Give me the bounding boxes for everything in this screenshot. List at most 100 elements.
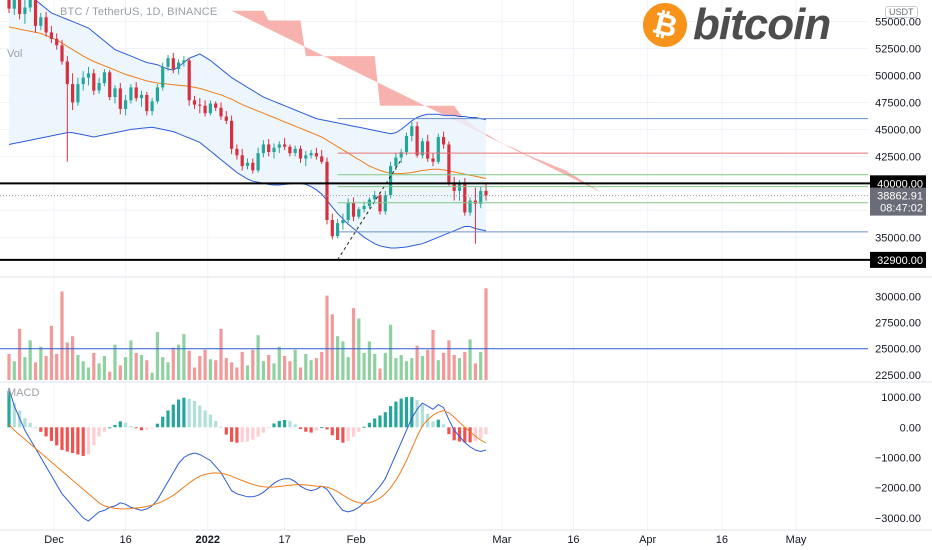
candle-body (283, 144, 287, 147)
candle-body (479, 190, 483, 204)
macd-histogram-bar (272, 423, 276, 428)
macd-histogram-bar (81, 427, 85, 456)
volume-bar (267, 355, 271, 380)
candle-body (325, 161, 329, 220)
macd-histogram-bar (367, 422, 371, 428)
bollinger-band-fill (9, 0, 486, 248)
macd-histogram-bar (298, 427, 303, 429)
candle-body (171, 58, 175, 69)
candle-body (357, 209, 361, 217)
volume-bar (383, 352, 387, 380)
volume-bar (442, 352, 446, 380)
bitcoin-coin-icon: ₿ (638, 0, 692, 52)
volume-bar (325, 295, 329, 380)
volume-bar (81, 361, 85, 380)
candle-body (245, 162, 250, 166)
macd-histogram-bar (288, 420, 292, 428)
candle-body (182, 60, 186, 63)
volume-bar (314, 358, 318, 380)
candle-body (362, 206, 366, 210)
symbol-title: BTC / TetherUS, 1D, BINANCE (60, 6, 218, 18)
volume-bar (373, 353, 377, 380)
candle-body (240, 155, 244, 167)
candle-body (484, 190, 488, 196)
candle-body (399, 152, 403, 158)
price-tick-label: 47500.00 (875, 97, 921, 109)
macd-histogram-bar (357, 427, 361, 432)
macd-histogram-bar (394, 401, 398, 428)
candle-body (33, 0, 38, 26)
volume-bar (240, 351, 244, 380)
volume-bar (166, 362, 170, 380)
candle-body (214, 103, 218, 108)
candle-body (389, 166, 393, 196)
macd-histogram-bar (155, 423, 159, 428)
macd-histogram-bar (245, 427, 250, 442)
macd-histogram-bar (86, 427, 91, 455)
candle-body (394, 157, 398, 167)
volume-bar (436, 360, 440, 380)
candle-body (415, 126, 419, 156)
volume-tick-label: 30000.00 (875, 292, 921, 304)
volume-bar (187, 350, 191, 380)
macd-histogram-bar (389, 406, 393, 428)
volume-bar (404, 361, 409, 380)
macd-histogram-bar (129, 426, 133, 428)
macd-histogram-bar (23, 418, 27, 428)
macd-histogram-bar (187, 398, 191, 428)
candle-body (373, 195, 377, 200)
volume-bar (71, 336, 75, 380)
candle-body (198, 104, 202, 106)
macd-panel-label: MACD (7, 387, 40, 399)
macd-histogram-bar (473, 427, 477, 441)
macd-histogram-bar (65, 427, 69, 452)
macd-histogram-bar (235, 427, 239, 443)
volume-tick-label: 22500.00 (875, 370, 921, 382)
volume-bar (76, 355, 80, 380)
macd-histogram-bar (28, 422, 32, 428)
macd-histogram-bar (373, 418, 377, 428)
candle-body (134, 87, 138, 99)
candle-body (97, 83, 101, 91)
macd-histogram-bar (108, 427, 112, 429)
candle-body (28, 0, 32, 8)
macd-histogram-bar (182, 397, 186, 428)
currency-badge[interactable]: USDT (885, 6, 918, 18)
candle-body (161, 66, 165, 88)
volume-bar (124, 357, 128, 380)
candle-body (404, 135, 409, 153)
time-tick-label: 16 (716, 534, 728, 546)
volume-bar (182, 334, 186, 380)
volume-bar (219, 328, 223, 380)
candle-body (76, 84, 80, 103)
volume-bar (256, 335, 260, 380)
macd-histogram-bar (192, 401, 197, 428)
volume-bar (49, 325, 53, 380)
candle-body (12, 0, 16, 9)
volume-bar (198, 356, 202, 380)
candle-body (92, 73, 96, 91)
candle-body (320, 156, 324, 162)
candle-body (44, 17, 48, 33)
candle-body (230, 120, 234, 149)
candle-body (267, 144, 271, 152)
candle-body (145, 94, 149, 112)
volume-bar (293, 349, 297, 380)
macd-histogram-bar (161, 416, 165, 428)
trend-line (337, 159, 402, 261)
volume-bar (277, 346, 281, 380)
macd-histogram-bar (113, 424, 117, 428)
signal-line (8, 410, 487, 510)
volume-bar (457, 358, 462, 380)
candle-body (124, 100, 128, 109)
macd-histogram-bar (436, 419, 440, 428)
volume-bar (55, 353, 59, 380)
candle-body (7, 0, 11, 9)
macd-histogram-bar (177, 399, 181, 428)
volume-bar (431, 330, 435, 380)
candle-body (192, 100, 197, 105)
macd-histogram-bar (479, 427, 483, 439)
candle-body (219, 107, 223, 117)
volume-bar (362, 352, 366, 380)
